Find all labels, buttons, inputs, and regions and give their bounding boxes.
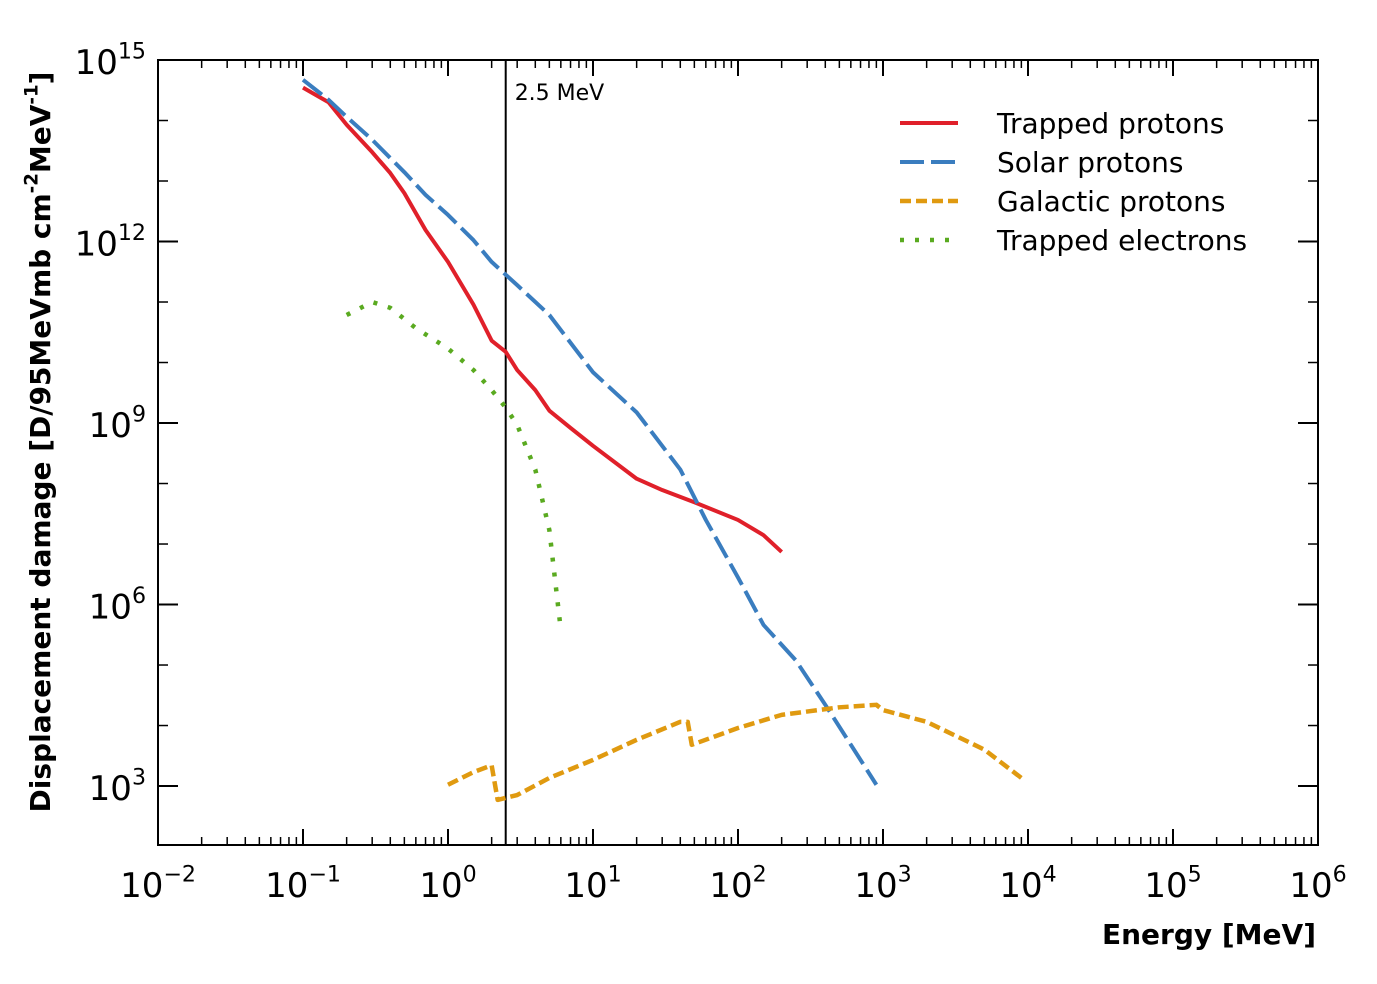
y-tick-label: 109: [89, 402, 146, 446]
x-tick-label: 100: [419, 862, 476, 906]
legend-label: Solar protons: [997, 146, 1184, 179]
x-tick-label: 104: [999, 862, 1056, 906]
y-tick-label: 103: [89, 765, 146, 809]
series-line: [302, 85, 784, 554]
series-line: [301, 78, 879, 786]
y-tick-label: 106: [89, 583, 146, 627]
y-tick-label: 1012: [75, 220, 146, 264]
y-axis-label: Displacement damage [D/95MeVmb cm-2MeV-1…: [21, 72, 57, 813]
x-tick-label: 102: [709, 862, 766, 906]
x-tick-label: 10−2: [120, 862, 196, 906]
x-tick-label: 105: [1144, 862, 1201, 906]
y-tick-label: 1015: [75, 39, 146, 83]
legend-label: Trapped protons: [996, 107, 1224, 140]
legend-label: Trapped electrons: [996, 224, 1247, 257]
x-axis-label: Energy [MeV]: [1102, 918, 1316, 951]
series-line: [447, 702, 1023, 803]
series-line: [345, 299, 564, 631]
marker-label: 2.5 MeV: [515, 81, 605, 106]
legend-label: Galactic protons: [997, 185, 1225, 218]
x-tick-label: 103: [854, 862, 911, 906]
x-tick-label: 106: [1289, 862, 1346, 906]
x-tick-label: 10−1: [265, 862, 341, 906]
x-tick-label: 101: [564, 862, 621, 906]
